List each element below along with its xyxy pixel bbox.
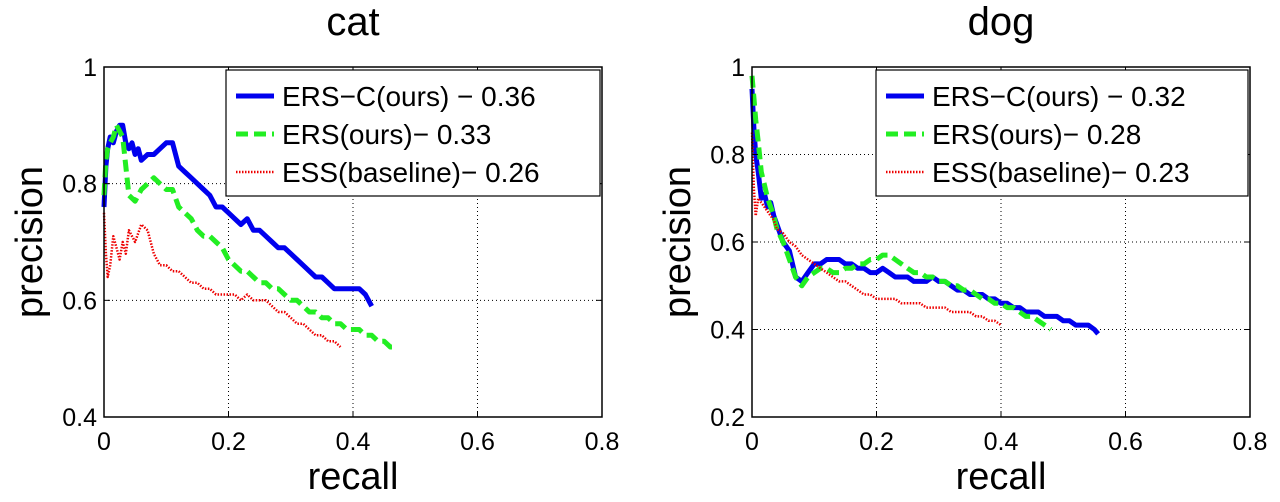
y-tick-label: 0.4 xyxy=(710,317,745,345)
series-line-3 xyxy=(102,212,342,348)
legend-label-2: ERS(ours)− 0.33 xyxy=(282,119,491,150)
y-tick-label: 1 xyxy=(731,54,745,82)
x-tick-label: 0.8 xyxy=(1233,428,1268,456)
y-tick-label: 0.2 xyxy=(710,404,745,432)
y-axis-label: precision xyxy=(657,166,699,318)
x-tick-label: 0.8 xyxy=(585,428,620,456)
x-axis-label: recall xyxy=(308,456,399,498)
legend-label-2: ERS(ours)− 0.28 xyxy=(932,119,1141,150)
legend-label-3: ESS(baseline)− 0.23 xyxy=(932,157,1190,188)
legend-label-1: ERS−C(ours) − 0.36 xyxy=(282,81,536,112)
legend-box xyxy=(225,69,601,197)
y-tick-label: 0.8 xyxy=(710,142,745,170)
series-line-2 xyxy=(101,122,397,350)
legend: ERS−C(ours) − 0.36 ERS(ours)− 0.33 ESS(bas… xyxy=(225,69,601,197)
y-tick-label: 1 xyxy=(83,54,97,82)
legend-label-3: ESS(baseline)− 0.26 xyxy=(282,157,540,188)
legend-box xyxy=(875,69,1249,197)
series-line-1 xyxy=(101,122,374,308)
y-tick-label: 0.6 xyxy=(710,229,745,257)
y-tick-label: 0.6 xyxy=(62,287,97,315)
chart-title: dog xyxy=(968,0,1035,44)
x-tick-label: 0.4 xyxy=(984,428,1019,456)
legend-label-1: ERS−C(ours) − 0.32 xyxy=(932,81,1186,112)
y-tick-label: 0.4 xyxy=(62,404,97,432)
x-tick-label: 0.2 xyxy=(859,428,894,456)
x-tick-label: 0 xyxy=(745,428,759,456)
x-tick-label: 0.6 xyxy=(460,428,495,456)
y-tick-label: 0.8 xyxy=(62,171,97,199)
x-tick-label: 0.6 xyxy=(1108,428,1143,456)
x-tick-label: 0 xyxy=(97,428,111,456)
legend: ERS−C(ours) − 0.32 ERS(ours)− 0.28 ESS(bas… xyxy=(875,69,1249,197)
x-tick-label: 0.2 xyxy=(211,428,246,456)
chart-title: cat xyxy=(326,0,379,44)
chart-cat: cat 0 0.2 0.4 0.6 0.8 0.4 0.6 0.8 1 recall precisio… xyxy=(9,0,619,498)
y-axis-label: precision xyxy=(9,166,51,318)
series-line-2 xyxy=(749,75,1053,332)
x-tick-label: 0.4 xyxy=(336,428,371,456)
x-axis-label: recall xyxy=(956,456,1047,498)
